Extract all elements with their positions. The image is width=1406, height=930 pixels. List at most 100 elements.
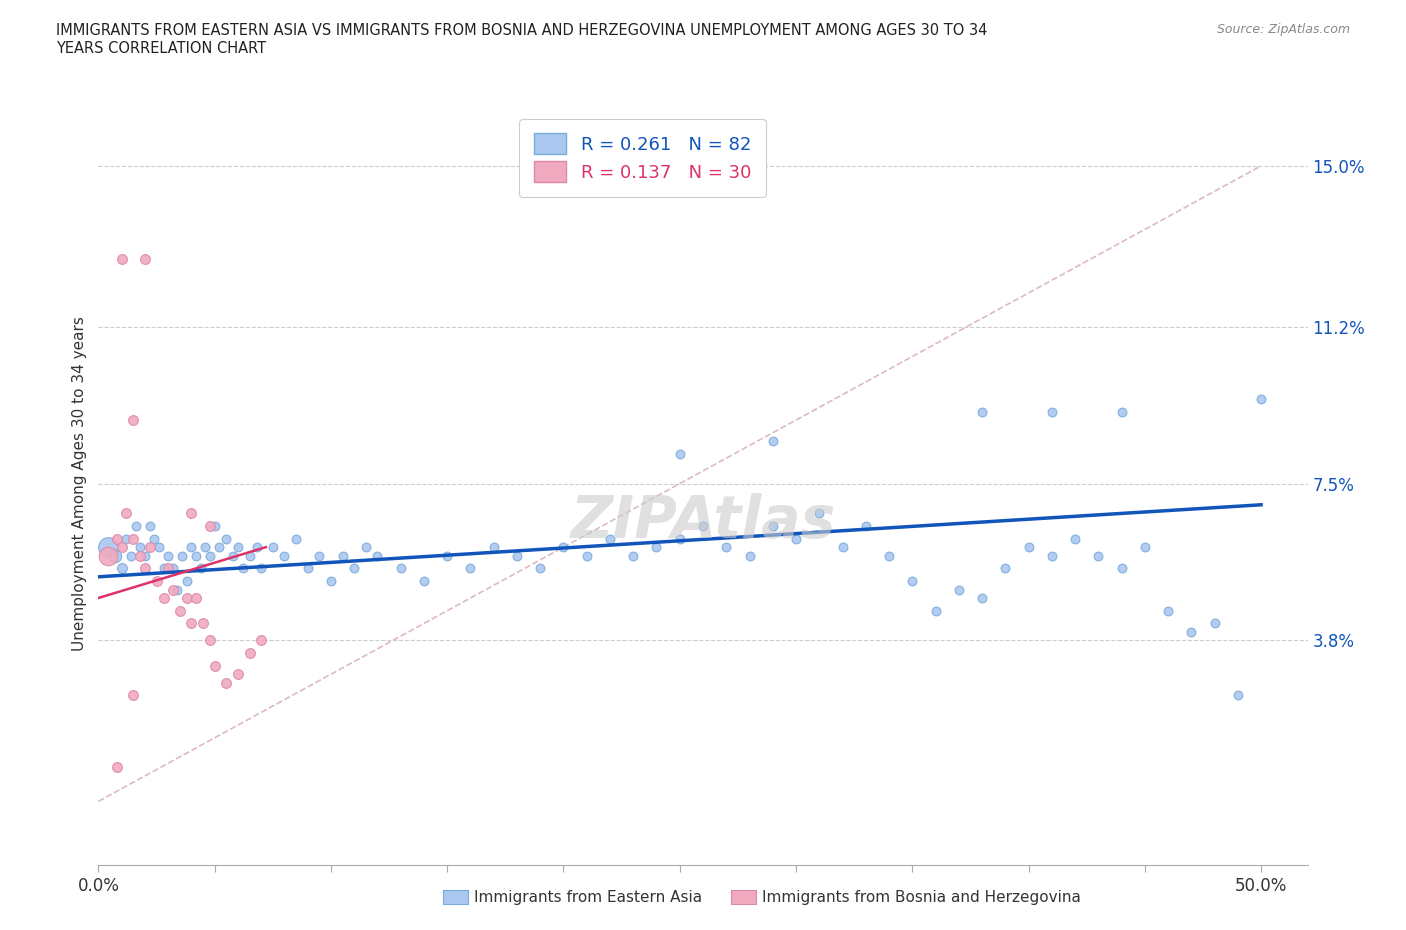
Point	[215, 531, 238, 546]
Point	[157, 548, 180, 563]
Point	[901, 574, 924, 589]
Point	[529, 561, 551, 576]
Point	[645, 539, 668, 554]
Point	[115, 531, 138, 546]
Point	[354, 539, 377, 554]
Point	[180, 539, 202, 554]
Point	[194, 539, 217, 554]
Point	[172, 548, 194, 563]
Point	[122, 531, 145, 546]
Point	[166, 582, 188, 597]
Point	[970, 591, 993, 605]
Point	[97, 548, 120, 563]
Point	[134, 561, 156, 576]
Point	[176, 574, 198, 589]
Point	[1157, 604, 1180, 618]
Point	[138, 519, 160, 534]
Point	[191, 616, 214, 631]
Point	[122, 413, 145, 428]
Point	[599, 531, 621, 546]
Point	[111, 561, 134, 576]
Point	[184, 548, 207, 563]
Text: IMMIGRANTS FROM EASTERN ASIA VS IMMIGRANTS FROM BOSNIA AND HERZEGOVINA UNEMPLOYM: IMMIGRANTS FROM EASTERN ASIA VS IMMIGRAN…	[56, 23, 987, 56]
Point	[162, 561, 184, 576]
Point	[208, 539, 231, 554]
Point	[389, 561, 412, 576]
Point	[738, 548, 761, 563]
Point	[198, 519, 221, 534]
Point	[245, 539, 267, 554]
Point	[319, 574, 342, 589]
Point	[232, 561, 254, 576]
Point	[169, 604, 191, 618]
Point	[460, 561, 482, 576]
Point	[692, 519, 714, 534]
Point	[1111, 405, 1133, 419]
Point	[1250, 392, 1272, 406]
Point	[250, 561, 273, 576]
Point	[129, 548, 152, 563]
Point	[1180, 624, 1202, 639]
Point	[285, 531, 308, 546]
Point	[716, 539, 738, 554]
Point	[1111, 561, 1133, 576]
Point	[122, 688, 145, 703]
Point	[1040, 548, 1063, 563]
Point	[924, 604, 946, 618]
Point	[97, 539, 120, 554]
Point	[553, 539, 575, 554]
Point	[138, 539, 160, 554]
Point	[226, 667, 249, 682]
Point	[204, 519, 226, 534]
Point	[157, 561, 180, 576]
Point	[262, 539, 284, 554]
Point	[222, 548, 245, 563]
Point	[762, 433, 785, 448]
Point	[668, 531, 690, 546]
Text: Immigrants from Bosnia and Herzegovina: Immigrants from Bosnia and Herzegovina	[762, 890, 1081, 905]
Point	[1064, 531, 1087, 546]
Point	[413, 574, 436, 589]
Text: ZIPAtlas: ZIPAtlas	[571, 493, 835, 551]
Point	[176, 591, 198, 605]
Point	[105, 531, 128, 546]
Point	[482, 539, 505, 554]
Point	[198, 633, 221, 648]
Point	[250, 633, 273, 648]
Point	[143, 531, 166, 546]
Point	[148, 539, 170, 554]
Point	[134, 252, 156, 267]
Point	[162, 582, 184, 597]
Point	[120, 548, 142, 563]
Text: Source: ZipAtlas.com: Source: ZipAtlas.com	[1216, 23, 1350, 36]
Point	[105, 760, 128, 775]
Text: Immigrants from Eastern Asia: Immigrants from Eastern Asia	[474, 890, 702, 905]
Point	[668, 446, 690, 461]
Point	[152, 561, 174, 576]
Point	[297, 561, 319, 576]
Point	[994, 561, 1017, 576]
Point	[111, 252, 134, 267]
Point	[111, 539, 134, 554]
Point	[877, 548, 900, 563]
Point	[180, 506, 202, 521]
Point	[115, 506, 138, 521]
Point	[308, 548, 330, 563]
Point	[152, 591, 174, 605]
Point	[198, 548, 221, 563]
Point	[190, 561, 212, 576]
Point	[808, 506, 831, 521]
Point	[184, 591, 207, 605]
Point	[104, 548, 127, 563]
Y-axis label: Unemployment Among Ages 30 to 34 years: Unemployment Among Ages 30 to 34 years	[72, 316, 87, 651]
Point	[343, 561, 366, 576]
Point	[855, 519, 877, 534]
Legend: R = 0.261   N = 82, R = 0.137   N = 30: R = 0.261 N = 82, R = 0.137 N = 30	[519, 119, 766, 197]
Point	[1018, 539, 1040, 554]
Point	[506, 548, 529, 563]
Point	[332, 548, 354, 563]
Point	[226, 539, 249, 554]
Point	[1040, 405, 1063, 419]
Point	[134, 548, 156, 563]
Point	[1133, 539, 1156, 554]
